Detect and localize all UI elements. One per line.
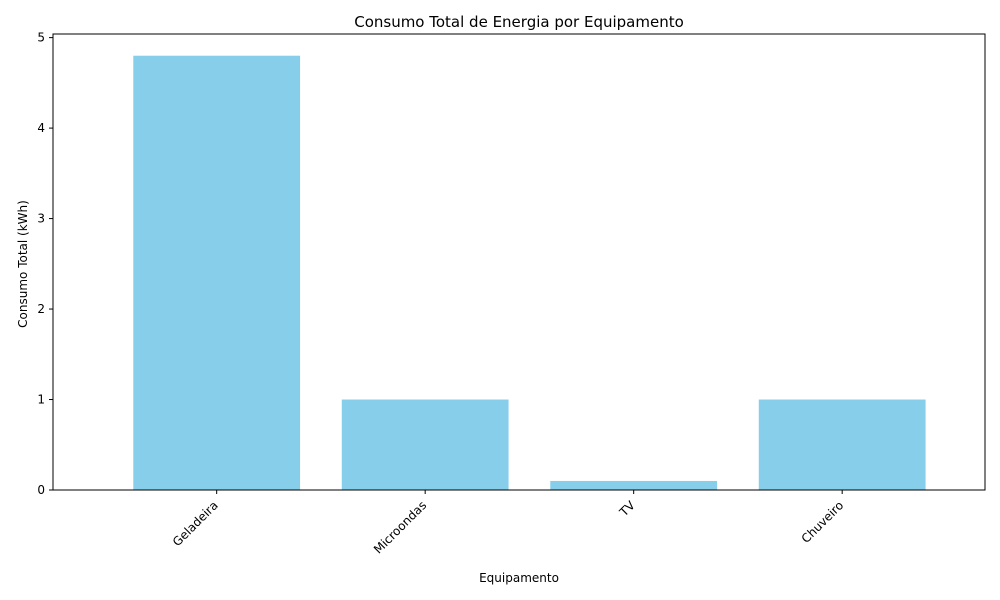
- y-axis-label: Consumo Total (kWh): [16, 200, 30, 328]
- y-tick-label: 5: [37, 31, 45, 45]
- x-axis-label: Equipamento: [479, 571, 559, 585]
- bar-chuveiro: [758, 399, 926, 490]
- axes-layer: [52, 33, 986, 491]
- y-tick-label: 1: [37, 393, 45, 407]
- x-tick-label: Microondas: [371, 498, 429, 556]
- x-tick-label: Geladeira: [170, 498, 221, 549]
- y-tick-label: 2: [37, 302, 45, 316]
- x-ticks: Geladeira Microondas TV Chuveiro: [170, 490, 846, 557]
- y-tick-label: 0: [37, 483, 45, 497]
- x-tick-label: TV: [616, 498, 638, 520]
- plot-frame: [52, 33, 986, 491]
- bar-geladeira: [133, 55, 301, 490]
- y-tick-label: 3: [37, 212, 45, 226]
- bars-layer: [133, 55, 926, 490]
- y-ticks: 0 1 2 3 4 5: [37, 31, 53, 497]
- x-tick-label: Chuveiro: [799, 498, 847, 546]
- y-tick-label: 4: [37, 121, 45, 135]
- bar-tv: [550, 480, 718, 490]
- bar-microondas: [341, 399, 509, 490]
- chart-title: Consumo Total de Energia por Equipamento: [354, 13, 684, 31]
